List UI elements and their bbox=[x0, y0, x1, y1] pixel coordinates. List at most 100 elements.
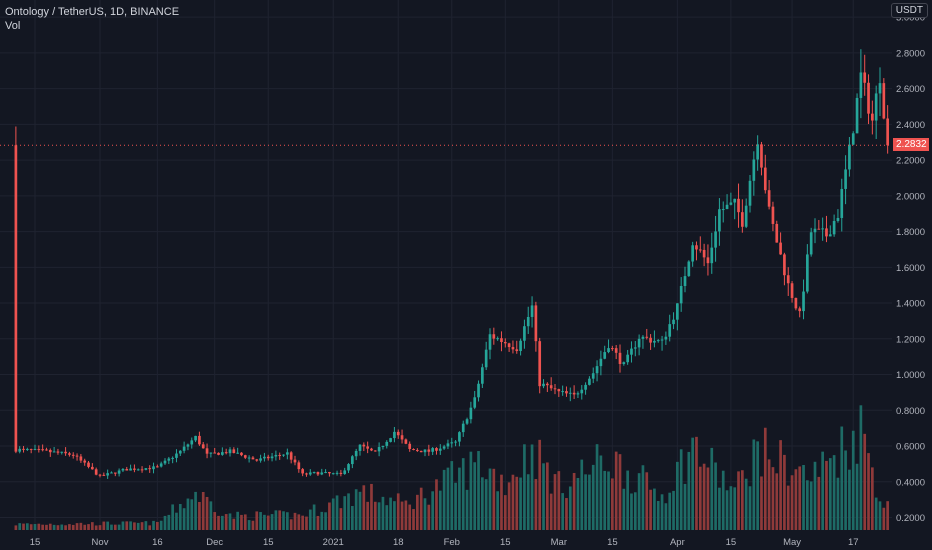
volume-bar bbox=[557, 471, 561, 530]
volume-bar bbox=[519, 477, 522, 530]
price-tick-label: 3.0000 bbox=[896, 13, 925, 24]
candle-body bbox=[351, 456, 354, 465]
price-axis[interactable]: 0.2000 0.4000 0.6000 0.8000 1.0000 1.2000 1.40… bbox=[896, 13, 925, 524]
volume-bar bbox=[725, 490, 729, 530]
volume-bar bbox=[549, 493, 553, 530]
candle-body bbox=[289, 452, 293, 460]
candle-body bbox=[129, 468, 132, 471]
candle-body bbox=[33, 448, 37, 450]
candle-body bbox=[228, 449, 232, 454]
volume-bar bbox=[840, 426, 844, 530]
time-axis[interactable]: 15 Nov 16 Dec 15 2021 18 Feb 15 Mar 15 Apr 15 May 17 bbox=[30, 537, 859, 548]
candle-body bbox=[301, 469, 304, 474]
candle-body bbox=[423, 449, 427, 453]
volume-bar bbox=[530, 444, 534, 530]
volume-bar bbox=[515, 476, 519, 530]
candle-body bbox=[526, 316, 530, 327]
volume-bar bbox=[461, 458, 465, 530]
candle-body bbox=[645, 336, 649, 338]
volume-bar bbox=[232, 518, 236, 530]
candle-body bbox=[691, 245, 694, 262]
volume-bar bbox=[419, 487, 423, 530]
volume-bar bbox=[324, 512, 327, 530]
volume-bar bbox=[366, 501, 369, 530]
candle-body bbox=[282, 454, 285, 456]
time-tick-label: 18 bbox=[393, 537, 404, 548]
candle-body bbox=[175, 453, 178, 458]
volume-bar bbox=[729, 486, 733, 530]
time-tick-label: 15 bbox=[500, 537, 511, 548]
volume-bar bbox=[423, 498, 427, 530]
candle-body bbox=[756, 144, 759, 160]
candles bbox=[14, 49, 889, 479]
candle-body bbox=[259, 458, 262, 461]
candle-body bbox=[821, 228, 824, 230]
volume-bar bbox=[683, 483, 687, 530]
volume-bar bbox=[576, 477, 580, 530]
candle-body bbox=[771, 206, 775, 224]
candle-body bbox=[561, 391, 564, 393]
volume-bars bbox=[14, 405, 889, 530]
candle-body bbox=[152, 466, 155, 470]
volume-bar bbox=[438, 490, 442, 530]
candle-body bbox=[60, 451, 64, 453]
candle-body bbox=[431, 448, 434, 452]
volume-bar bbox=[588, 474, 591, 530]
volume-bar bbox=[362, 485, 366, 530]
volume-bar bbox=[282, 511, 285, 530]
candle-body bbox=[370, 448, 373, 451]
volume-bar bbox=[649, 489, 652, 530]
candle-body bbox=[393, 431, 396, 439]
symbol-title[interactable]: Ontology / TetherUS, 1D, BINANCE bbox=[5, 6, 180, 18]
volume-bar bbox=[167, 514, 171, 530]
candle-body bbox=[324, 471, 327, 473]
candle-body bbox=[286, 452, 289, 455]
candle-body bbox=[14, 145, 18, 452]
candle-body bbox=[178, 450, 182, 454]
volume-bar bbox=[653, 488, 656, 530]
volume-bar bbox=[802, 464, 805, 530]
candle-body bbox=[542, 383, 545, 387]
candle-body bbox=[450, 442, 454, 444]
candle-body bbox=[871, 113, 874, 121]
volume-bar bbox=[630, 493, 633, 530]
candle-body bbox=[454, 441, 457, 443]
volume-bar bbox=[370, 483, 373, 530]
candle-body bbox=[446, 443, 450, 447]
candle-body bbox=[217, 452, 220, 455]
candle-body bbox=[320, 472, 324, 475]
volume-bar bbox=[71, 524, 75, 530]
volume-bar bbox=[347, 493, 350, 530]
volume-bar bbox=[186, 498, 190, 530]
candle-body bbox=[492, 334, 496, 339]
volume-bar bbox=[851, 430, 855, 530]
volume-bar bbox=[484, 479, 488, 530]
candle-body bbox=[714, 231, 717, 248]
candle-body bbox=[557, 389, 561, 392]
volume-bar bbox=[523, 444, 526, 530]
candle-body bbox=[308, 472, 312, 475]
volume-bar bbox=[450, 461, 454, 530]
candle-body bbox=[503, 342, 507, 344]
candle-body bbox=[580, 389, 584, 394]
volume-bar bbox=[316, 515, 320, 530]
candle-body bbox=[358, 444, 362, 451]
candle-body bbox=[331, 473, 335, 475]
candle-body bbox=[144, 468, 148, 470]
candle-body bbox=[117, 470, 121, 474]
volume-bar bbox=[339, 508, 343, 530]
volume-bar bbox=[87, 524, 90, 530]
candle-body bbox=[828, 234, 832, 237]
volume-bar bbox=[809, 481, 813, 530]
candle-body bbox=[546, 383, 549, 386]
currency-badge[interactable]: USDT bbox=[890, 3, 928, 18]
volume-bar bbox=[526, 474, 530, 530]
time-tick-label: Feb bbox=[444, 537, 460, 548]
volume-label[interactable]: Vol bbox=[5, 20, 21, 32]
candle-body bbox=[683, 276, 687, 286]
candle-body bbox=[427, 449, 431, 452]
price-tick-label: 1.6000 bbox=[896, 263, 925, 274]
candle-body bbox=[549, 385, 553, 389]
volume-bar bbox=[748, 486, 752, 530]
